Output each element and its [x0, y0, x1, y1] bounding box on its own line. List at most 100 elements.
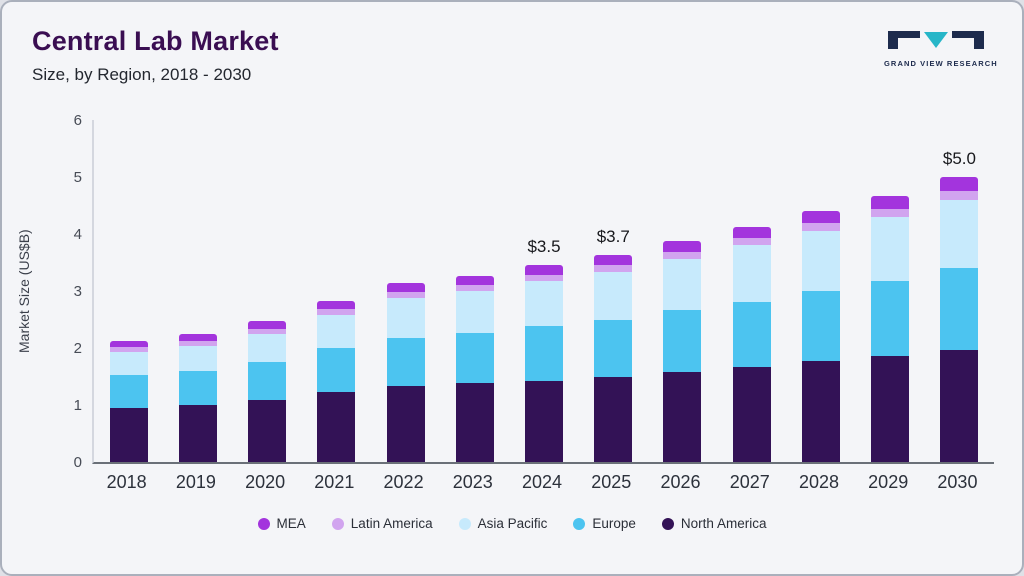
y-axis-title: Market Size (US$B) [16, 229, 32, 353]
legend-item-asia-pacific: Asia Pacific [458, 516, 547, 531]
bar-segment-mea [801, 211, 840, 224]
bar-segment-north-america [940, 349, 979, 462]
legend-swatch-icon [661, 517, 674, 530]
legend-label: Europe [592, 516, 636, 531]
bar-column [302, 120, 371, 462]
x-axis-labels: 2018 2019 2020 2021 2022 2023 2024 2025 2026 2027… [92, 472, 992, 493]
legend-swatch-icon [331, 517, 344, 530]
bar-segment-north-america [317, 392, 356, 462]
value-annotation: $5.0 [942, 149, 976, 168]
bar-segment-europe [109, 374, 148, 408]
legend-label: North America [680, 516, 767, 531]
bar-segment-north-america [871, 355, 910, 462]
bar-segment-asia-pacific [871, 216, 910, 281]
y-tick-label: 6 [73, 112, 82, 129]
bar-segment-asia-pacific [940, 199, 979, 269]
bar-column [371, 120, 440, 462]
legend-item-north-america: North America [661, 516, 767, 531]
bar-segment-north-america [248, 400, 287, 462]
bar-segment-north-america [732, 366, 771, 462]
bar-segment-europe [525, 326, 564, 381]
bar-segment-mea [940, 177, 979, 192]
bar-column: $5.0 [925, 120, 994, 462]
grand-view-research-logo: GRAND VIEW RESEARCH [884, 28, 998, 68]
x-tick-label: 2024 [522, 472, 563, 492]
bar-segment-mea [178, 333, 217, 342]
legend-label: Latin America [350, 516, 433, 531]
logo-text: GRAND VIEW RESEARCH [884, 59, 998, 68]
bar-segment-asia-pacific [109, 352, 148, 375]
x-tick-label: 2021 [314, 472, 355, 492]
page-title: Central Lab Market [32, 26, 279, 56]
bar-segment-mea [248, 321, 287, 330]
bar-segment-mea [386, 283, 425, 293]
bar-segment-mea [525, 265, 564, 276]
value-annotation: $3.5 [527, 237, 561, 257]
bar-segment-mea [109, 340, 148, 348]
bar-segment-europe [801, 291, 840, 362]
y-tick-label: 2 [73, 340, 82, 357]
bar-column [440, 120, 509, 462]
logo-mark-icon [888, 31, 984, 49]
bar-segment-asia-pacific [801, 231, 840, 292]
bar-segment-mea [871, 195, 910, 209]
bar-segment-latin-america [940, 191, 979, 200]
bar-segment-north-america [109, 407, 148, 462]
value-annotation: $3.7 [596, 227, 630, 247]
plot-area: 0 1 2 3 4 5 6 $3.5 $3.7 $5.0 [74, 112, 994, 471]
bar-segment-north-america [455, 383, 494, 462]
bar-segment-europe [940, 268, 979, 350]
y-tick-label: 0 [73, 454, 82, 471]
bar-segment-europe [594, 319, 633, 377]
stacked-bar [317, 300, 356, 462]
legend-item-latin-america: Latin America [331, 516, 433, 531]
bars-container: $3.5 $3.7 $5.0 [94, 120, 994, 462]
stacked-bar [178, 333, 217, 462]
stacked-bar [525, 265, 564, 462]
bar-segment-latin-america [248, 329, 287, 335]
bar-segment-asia-pacific [178, 346, 217, 371]
x-tick-label: 2030 [937, 472, 978, 492]
bar-segment-north-america [801, 361, 840, 462]
x-tick-label: 2027 [729, 472, 770, 492]
bar-segment-asia-pacific [732, 245, 771, 303]
page-subtitle: Size, by Region, 2018 - 2030 [32, 65, 252, 84]
bar-segment-latin-america [109, 347, 148, 353]
y-tick-label: 1 [73, 397, 82, 414]
stacked-bar [386, 283, 425, 462]
bar-segment-north-america [663, 371, 702, 462]
stacked-bar [109, 340, 148, 462]
stacked-bar [732, 227, 771, 462]
y-tick-label: 3 [73, 283, 82, 300]
bar-segment-north-america [386, 386, 425, 462]
bar-segment-asia-pacific [248, 334, 287, 362]
bar-segment-europe [386, 337, 425, 387]
legend-swatch-icon [573, 517, 586, 530]
bar-segment-europe [317, 348, 356, 393]
bar-segment-asia-pacific [594, 272, 633, 320]
bar-column [717, 120, 786, 462]
bar-segment-latin-america [871, 208, 910, 217]
chart-header: Central Lab Market Size, by Region, 2018… [32, 26, 998, 85]
bar-segment-latin-america [386, 292, 425, 298]
stacked-bar [594, 255, 633, 462]
bar-segment-asia-pacific [663, 258, 702, 311]
stacked-bar [801, 211, 840, 462]
y-tick-label: 5 [73, 169, 82, 186]
bar-column: $3.7 [579, 120, 648, 462]
bar-segment-latin-america [317, 309, 356, 315]
bar-segment-mea [594, 255, 633, 266]
y-tick-label: 4 [73, 226, 82, 243]
bar-segment-latin-america [801, 223, 840, 232]
bar-column [786, 120, 855, 462]
stacked-bar [248, 321, 287, 462]
legend-item-europe: Europe [573, 516, 636, 531]
bar-column [232, 120, 301, 462]
stacked-bar [871, 195, 910, 462]
x-tick-label: 2019 [175, 472, 216, 492]
bar-segment-europe [871, 280, 910, 356]
legend: MEA Latin America Asia Pacific Europe North … [2, 516, 1022, 531]
legend-swatch-icon [458, 517, 471, 530]
x-tick-label: 2028 [798, 472, 839, 492]
